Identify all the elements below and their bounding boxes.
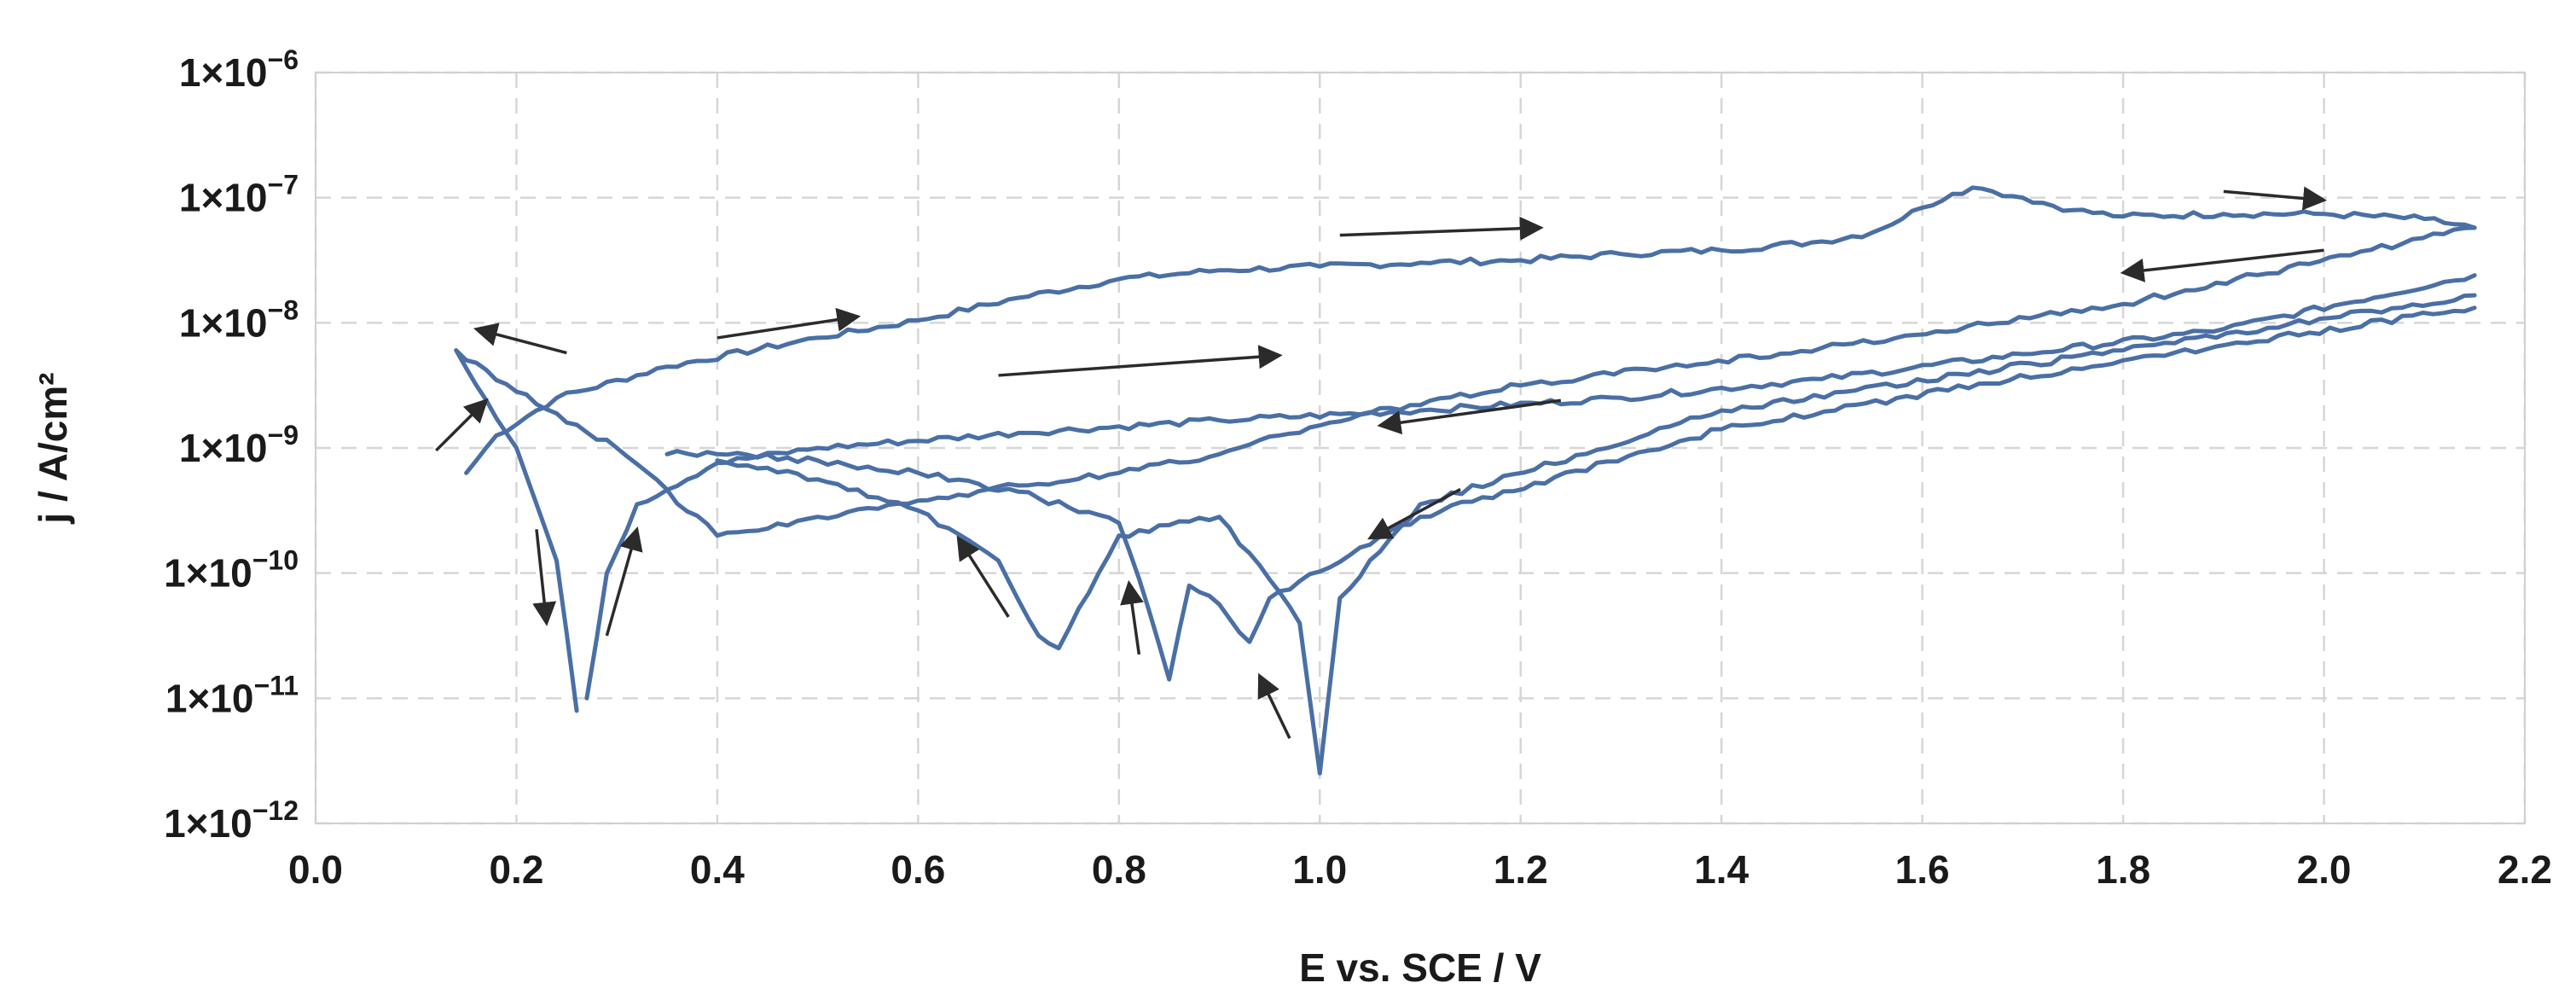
x-tick-label: 1.4 [1694, 847, 1749, 892]
scan-direction-arrow [435, 398, 489, 452]
plot-frame [315, 72, 2526, 824]
series-cathodic-branch-1 [454, 348, 579, 713]
scan-direction-arrow [1120, 579, 1144, 655]
scan-direction-arrow [1367, 487, 1461, 540]
x-tick-labels: 0.0 0.2 0.4 0.6 0.8 1.0 1.2 1.4 1.6 1.8 2.0 2.2 [288, 847, 2552, 892]
scan-direction-arrow [717, 307, 862, 340]
y-tick-labels: 1×10−6 1×10−7 1×10−8 1×10−9 1×10−10 1×10−11 1×… [164, 44, 299, 846]
scan-direction-arrows [435, 186, 2328, 740]
x-tick-label: 1.8 [2096, 847, 2150, 892]
series-first-cycle [464, 185, 2477, 475]
scan-direction-arrow [605, 526, 643, 637]
y-tick-label: 1×10−8 [179, 294, 299, 345]
scan-direction-arrow [1339, 216, 1544, 241]
y-tick-label: 1×10−7 [179, 170, 299, 220]
y-tick-label: 1×10−12 [164, 795, 299, 846]
scan-direction-arrow [473, 323, 567, 355]
y-tick-label: 1×10−11 [165, 670, 299, 720]
x-tick-label: 0.6 [891, 847, 945, 892]
scan-direction-arrow [2223, 186, 2328, 211]
x-tick-label: 1.2 [1494, 847, 1548, 892]
y-tick-label: 1×10−10 [164, 545, 299, 596]
x-tick-label: 0.2 [489, 847, 543, 892]
x-tick-label: 1.0 [1292, 847, 1347, 892]
series-anodic-sweep-2 [584, 273, 2477, 701]
scan-direction-arrow [998, 345, 1283, 377]
y-tick-label: 1×10−6 [179, 44, 299, 95]
x-tick-label: 0.4 [690, 847, 745, 892]
grid [314, 71, 2527, 825]
x-tick-label: 1.6 [1895, 847, 1950, 892]
x-tick-label: 2.0 [2297, 847, 2352, 892]
y-axis-title: j / A/cm² [31, 372, 75, 524]
series-return-scan-2 [715, 293, 2477, 776]
y-tick-label: 1×10−9 [179, 420, 299, 470]
series-return-scan-1 [454, 225, 2477, 538]
scan-direction-arrow [2120, 248, 2324, 282]
scan-direction-arrow [1377, 398, 1562, 435]
scan-direction-arrow [1257, 672, 1291, 740]
series-return-scan-3 [664, 305, 2477, 682]
x-axis-title: E vs. SCE / V [1299, 945, 1541, 990]
x-tick-label: 2.2 [2498, 847, 2552, 892]
x-tick-label: 0.0 [288, 847, 343, 892]
scan-direction-arrow [956, 535, 1010, 618]
curves [454, 185, 2477, 776]
scan-direction-arrow [532, 529, 557, 626]
x-tick-label: 0.8 [1092, 847, 1146, 892]
